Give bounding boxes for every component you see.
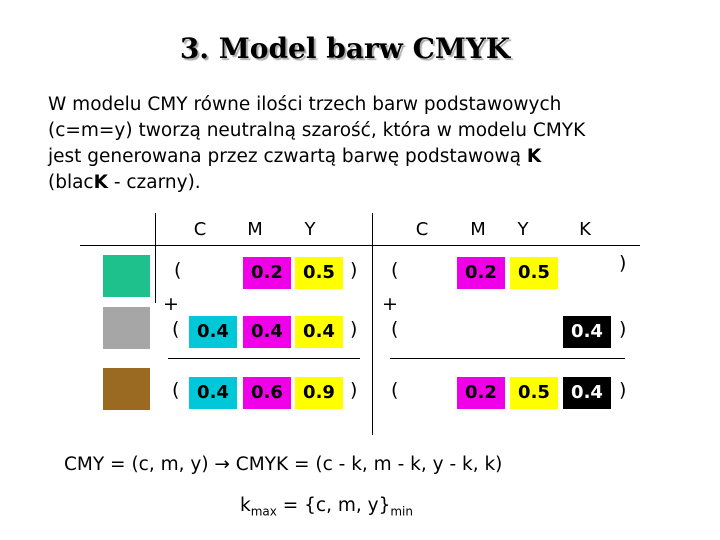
text: (blac — [48, 172, 94, 193]
value-cell: 0.4 — [563, 377, 611, 409]
paragraph-line: (blacK - czarny). — [48, 170, 201, 196]
value-cell: 0.5 — [510, 257, 558, 289]
plus: + — [163, 293, 179, 315]
formula: CMY = (c, m, y) → CMYK = (c - k, m - k, … — [64, 454, 503, 475]
rule — [80, 245, 640, 246]
rule — [390, 358, 625, 359]
paragraph-line: W modelu CMY równe ilości trzech barw po… — [48, 92, 561, 118]
value-cell: 0.5 — [295, 257, 343, 289]
rule — [372, 213, 373, 435]
header: K — [579, 219, 591, 240]
subscript: min — [390, 504, 413, 519]
text: - czarny). — [107, 172, 201, 193]
rule — [155, 213, 156, 303]
header: M — [247, 219, 263, 240]
subscript: max — [250, 504, 277, 519]
paren: ) — [350, 379, 358, 401]
paren: ) — [350, 318, 358, 340]
text: k — [240, 495, 251, 516]
header: Y — [517, 219, 529, 240]
swatch — [103, 255, 150, 297]
paren: ( — [172, 379, 180, 401]
paren: ) — [619, 379, 627, 401]
text: (c=m=y) tworzą neutralną szarość, która … — [48, 120, 586, 141]
paren: ( — [391, 379, 399, 401]
header: M — [470, 219, 486, 240]
formula: kmax = {c, m, y}min — [240, 495, 413, 519]
swatch — [103, 368, 150, 410]
plus: + — [382, 293, 398, 315]
value-cell: 0.4 — [189, 316, 237, 348]
header: C — [193, 219, 207, 240]
title: 3. Model barw CMYK — [179, 32, 511, 65]
paren: ( — [391, 318, 399, 340]
paragraph-line: (c=m=y) tworzą neutralną szarość, która … — [48, 118, 585, 144]
text: jest generowana przez czwartą barwę pods… — [48, 146, 527, 167]
paren: ) — [350, 259, 358, 281]
rule — [168, 358, 360, 359]
bold-text: K — [526, 146, 542, 167]
header: Y — [304, 219, 316, 240]
paragraph-line: jest generowana przez czwartą barwę pods… — [48, 144, 541, 170]
value-cell: 0.4 — [243, 316, 291, 348]
paren: ) — [619, 252, 627, 274]
text: W modelu CMY równe ilości trzech barw po… — [48, 94, 562, 115]
header: C — [415, 219, 429, 240]
value-cell: 0.6 — [243, 377, 291, 409]
paren: ) — [619, 318, 627, 340]
swatch — [103, 307, 150, 349]
value-cell: 0.5 — [510, 377, 558, 409]
value-cell: 0.4 — [295, 316, 343, 348]
bold-text: K — [93, 172, 108, 193]
value-cell: 0.2 — [457, 377, 505, 409]
paren: ( — [172, 318, 180, 340]
value-cell: 0.4 — [189, 377, 237, 409]
value-cell: 0.2 — [243, 257, 291, 289]
paren: ( — [391, 259, 399, 281]
value-cell: 0.9 — [295, 377, 343, 409]
value-cell: 0.4 — [563, 316, 611, 348]
paren: ( — [174, 259, 182, 281]
value-cell: 0.2 — [457, 257, 505, 289]
text: = {c, m, y} — [276, 495, 391, 516]
